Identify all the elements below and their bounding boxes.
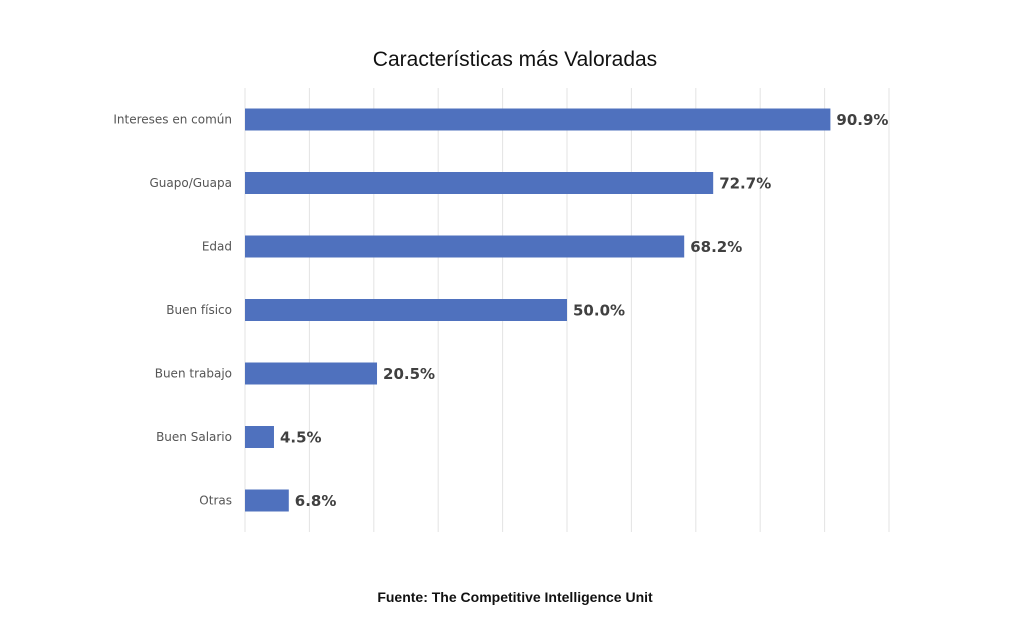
bars xyxy=(245,108,831,512)
bar xyxy=(245,489,289,512)
data-label: 4.5% xyxy=(280,429,322,447)
category-label: Guapo/Guapa xyxy=(150,176,233,190)
category-label: Edad xyxy=(202,240,232,254)
data-label: 50.0% xyxy=(573,302,625,320)
bar xyxy=(245,426,274,448)
bar xyxy=(245,362,378,385)
data-label: 72.7% xyxy=(719,175,771,193)
category-label: Buen trabajo xyxy=(155,367,232,381)
category-label: Buen físico xyxy=(166,303,232,317)
bar xyxy=(245,108,831,131)
category-label: Otras xyxy=(199,494,232,508)
category-label: Intereses en común xyxy=(113,113,232,127)
source-note: Fuente: The Competitive Intelligence Uni… xyxy=(377,589,653,605)
bar xyxy=(245,172,714,194)
bar xyxy=(245,299,567,321)
data-label: 6.8% xyxy=(295,492,337,510)
chart-title: Características más Valoradas xyxy=(373,48,657,71)
data-label: 20.5% xyxy=(383,365,435,383)
category-label: Buen Salario xyxy=(156,430,232,444)
labels: Intereses en común 90.9% Guapo/Guapa 72.7% E… xyxy=(113,111,888,510)
data-label: 68.2% xyxy=(690,238,742,256)
data-label: 90.9% xyxy=(836,111,888,129)
bar xyxy=(245,235,685,258)
